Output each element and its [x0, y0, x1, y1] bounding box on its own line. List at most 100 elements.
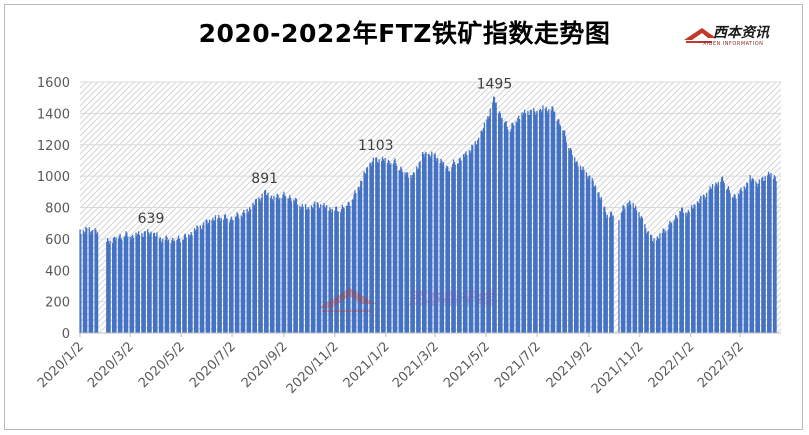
bar — [665, 230, 667, 333]
bar — [681, 207, 684, 333]
bar — [328, 210, 330, 333]
bar — [645, 228, 647, 333]
bar — [108, 243, 110, 333]
bar — [758, 179, 760, 333]
bar — [521, 112, 523, 334]
bar — [299, 205, 301, 333]
bar — [416, 166, 418, 333]
bar — [232, 220, 234, 333]
bar — [382, 159, 384, 333]
bar — [117, 238, 120, 333]
bar — [497, 113, 500, 333]
bar — [260, 197, 263, 333]
bar — [152, 233, 155, 333]
bar — [337, 211, 339, 333]
x-tick-label: 2020/1/2 — [35, 339, 87, 391]
bar — [118, 235, 120, 333]
bar — [593, 186, 595, 333]
bar — [628, 202, 630, 333]
bar — [248, 211, 250, 333]
bar — [86, 228, 88, 333]
bar — [217, 218, 219, 333]
bar — [588, 175, 590, 333]
bar — [365, 173, 367, 333]
bar — [121, 239, 123, 333]
bar — [370, 165, 373, 333]
bar — [401, 168, 403, 333]
x-tick-label: 2021/5/2 — [441, 339, 493, 391]
bar — [731, 197, 734, 333]
bar — [498, 111, 501, 333]
bar — [442, 162, 445, 333]
bar — [363, 171, 365, 333]
bar — [513, 125, 515, 334]
bar — [203, 222, 205, 333]
bar — [452, 159, 455, 333]
bar — [524, 113, 527, 333]
bar — [480, 131, 482, 333]
value-annotation: 1103 — [358, 138, 394, 154]
bar — [674, 219, 676, 333]
bar — [512, 122, 514, 333]
bar — [711, 183, 714, 333]
bar — [486, 119, 488, 334]
bar — [89, 231, 91, 333]
bar — [165, 235, 167, 333]
bar — [325, 208, 327, 333]
bar — [745, 187, 747, 333]
bar — [726, 188, 729, 333]
bar — [395, 163, 397, 333]
watermark-text: 西本新干线 — [408, 289, 493, 309]
bar — [287, 198, 289, 333]
bar — [738, 194, 740, 333]
bar — [447, 171, 450, 333]
bar — [702, 194, 704, 333]
bar — [539, 108, 542, 333]
bar — [259, 201, 262, 333]
bar — [711, 188, 713, 333]
bar — [299, 209, 302, 333]
bar — [475, 144, 477, 333]
bar — [768, 174, 771, 333]
bar — [651, 241, 654, 333]
bar — [641, 217, 644, 333]
bar — [388, 160, 390, 333]
bar — [686, 213, 689, 333]
bar — [515, 121, 517, 334]
bar — [355, 192, 357, 333]
bar — [428, 154, 430, 333]
bar — [296, 204, 298, 333]
bar — [751, 181, 753, 333]
bar — [610, 211, 613, 333]
bar — [240, 215, 242, 333]
bar — [316, 201, 318, 333]
bar — [423, 156, 425, 333]
bar — [592, 180, 594, 333]
bar — [273, 195, 275, 333]
bar — [381, 160, 383, 333]
bar — [249, 207, 251, 333]
bar — [142, 236, 145, 333]
bar — [370, 163, 372, 333]
bar — [482, 127, 485, 333]
bar — [591, 177, 593, 333]
bar — [544, 108, 547, 333]
bar — [136, 236, 138, 333]
bar — [331, 209, 334, 333]
bar — [436, 161, 438, 333]
bar — [442, 164, 444, 333]
bar — [581, 169, 583, 333]
bar — [343, 208, 345, 333]
bar — [377, 163, 379, 333]
bar — [153, 232, 156, 333]
bar — [529, 110, 532, 334]
bar — [635, 210, 638, 333]
bar — [259, 199, 261, 333]
bar — [715, 182, 717, 333]
bar — [330, 212, 333, 333]
bar — [302, 206, 304, 333]
bar — [351, 199, 354, 333]
bar — [769, 176, 771, 333]
bar — [399, 170, 401, 333]
bar — [541, 110, 543, 333]
